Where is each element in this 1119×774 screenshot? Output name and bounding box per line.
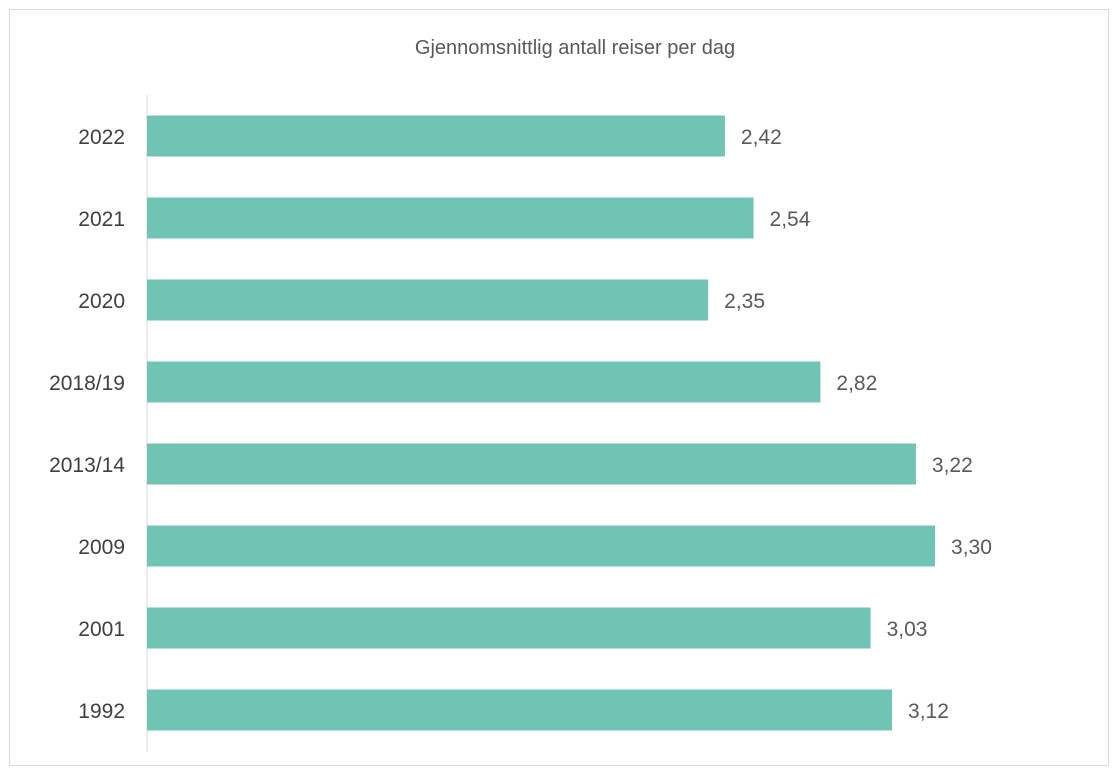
bars-group	[147, 115, 936, 731]
chart-title: Gjennomsnittlig antall reiser per dag	[415, 37, 735, 59]
data-label: 2,42	[741, 126, 782, 149]
bar-2013-14	[147, 443, 916, 485]
data-label: 3,03	[887, 618, 928, 641]
category-label: 2001	[78, 618, 125, 641]
category-label: 2022	[78, 126, 125, 149]
bar-2009	[147, 525, 936, 567]
category-label: 2018/19	[49, 372, 125, 395]
bar-1992	[147, 689, 893, 731]
bar-2018-19	[147, 361, 821, 403]
category-axis-labels: 2022 2021 2020 2018/19 2013/14 2009 2001 1992	[49, 126, 125, 723]
data-label: 2,82	[836, 372, 877, 395]
data-label: 2,54	[770, 208, 811, 231]
category-label: 2020	[78, 290, 125, 313]
data-label: 3,30	[951, 536, 992, 559]
category-label: 2009	[78, 536, 125, 559]
category-label: 2021	[78, 208, 125, 231]
data-labels: 2,42 2,54 2,35 2,82 3,22 3,30 3,03 3,12	[724, 126, 992, 723]
bar-2021	[147, 197, 754, 239]
bar-2001	[147, 607, 871, 649]
bar-2022	[147, 115, 725, 157]
data-label: 2,35	[724, 290, 765, 313]
data-label: 3,22	[932, 454, 973, 477]
category-label: 1992	[78, 700, 125, 723]
data-label: 3,12	[908, 700, 949, 723]
bar-2020	[147, 279, 709, 321]
category-label: 2013/14	[49, 454, 125, 477]
